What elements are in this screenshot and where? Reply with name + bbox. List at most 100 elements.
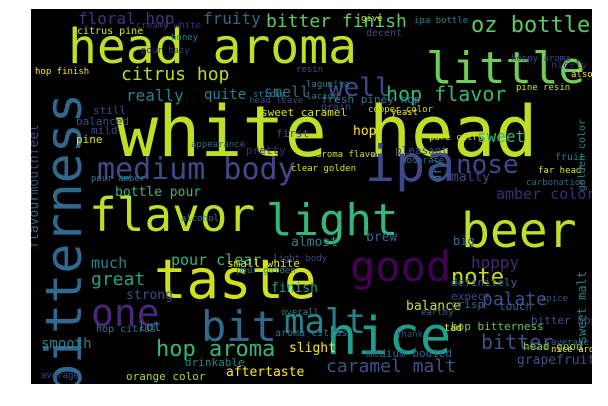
- word: little: [426, 43, 585, 94]
- word: citrus pine: [77, 26, 144, 37]
- word: sweet caramel: [261, 106, 348, 119]
- word: nicely: [551, 60, 588, 71]
- word: head leave: [249, 96, 304, 106]
- word: pine: [76, 133, 103, 146]
- word: floral hop: [78, 9, 175, 28]
- word: pour golden: [236, 266, 296, 276]
- word: malt: [284, 302, 366, 342]
- word: tad: [444, 323, 463, 334]
- word: lacing: [306, 92, 339, 102]
- word: average bitter: [551, 338, 592, 348]
- word: pour hazy: [141, 46, 190, 56]
- word: flavor: [89, 188, 256, 242]
- word: hoppy: [471, 253, 520, 272]
- word: still: [93, 104, 127, 117]
- word: lagunita: [306, 80, 350, 90]
- word: pour amber: [91, 174, 146, 184]
- word: orange color: [126, 370, 206, 383]
- word: oz bottle: [471, 13, 591, 38]
- word: pleasant: [395, 144, 448, 157]
- word: grain: [321, 102, 352, 113]
- word: brew: [366, 230, 398, 245]
- word: creamy white: [136, 21, 202, 31]
- word: good: [350, 242, 452, 291]
- word: almost: [291, 235, 338, 250]
- word: overall: [281, 308, 319, 318]
- word: sticky: [253, 90, 286, 100]
- word: white head: [116, 91, 538, 173]
- word: slight: [289, 341, 336, 356]
- word: pure citrus: [429, 133, 489, 143]
- word: well: [328, 73, 391, 103]
- word: clear golden: [291, 164, 357, 174]
- word: resin: [296, 65, 324, 75]
- word: smooth: [41, 336, 92, 352]
- word: palate: [482, 289, 548, 310]
- word: bitter hop: [531, 314, 592, 327]
- word: fruit: [555, 152, 586, 163]
- word: aroma flavor: [316, 150, 382, 160]
- word: fruity: [203, 9, 261, 28]
- word: one: [91, 291, 160, 335]
- word: light: [266, 195, 399, 246]
- word: hop finish: [35, 67, 90, 77]
- word: strong: [126, 288, 173, 303]
- word: taste: [154, 248, 317, 311]
- word: bitter: [481, 330, 554, 354]
- word: head aroma: [68, 19, 357, 75]
- word: moderate: [401, 156, 445, 166]
- word: quite: [204, 87, 247, 103]
- word: hop bitterness: [451, 320, 544, 333]
- word: ipa bottle: [414, 16, 469, 26]
- word: earthy: [421, 308, 454, 318]
- word: expect: [451, 290, 491, 303]
- word: pour clear: [171, 251, 262, 269]
- word: aroma citrus: [275, 328, 348, 339]
- word: alcohol: [181, 214, 219, 224]
- word: beer: [461, 203, 577, 259]
- word: fresh piney hop: [321, 93, 421, 106]
- word: medium body: [97, 152, 296, 187]
- word: spice: [541, 294, 569, 304]
- word: carbonation: [526, 178, 586, 188]
- word: mild: [91, 124, 118, 137]
- word: far head: [538, 166, 582, 176]
- word: really: [126, 86, 184, 105]
- word: caramel malt: [326, 356, 457, 377]
- word: nice aroma: [551, 345, 592, 355]
- word: yeast: [391, 108, 419, 118]
- word: first: [276, 127, 310, 140]
- word: drinkable: [185, 356, 245, 369]
- word: light body: [273, 254, 328, 264]
- word: hop aroma: [156, 337, 276, 362]
- word: lot: [138, 320, 162, 335]
- word: touch: [499, 300, 533, 313]
- word: grapefruit: [517, 353, 592, 368]
- word: note: [451, 265, 504, 290]
- word: hop flavor: [386, 82, 507, 106]
- word: bitter finish: [266, 11, 407, 32]
- word: sweet malt: [575, 271, 589, 344]
- word: also: [571, 70, 592, 80]
- word: malty: [451, 170, 491, 185]
- word: appearance: [191, 140, 246, 150]
- word: bit: [201, 302, 277, 351]
- word: bottle pour: [115, 185, 202, 200]
- word: mouthfeel: [31, 124, 42, 195]
- word: small white: [227, 257, 300, 270]
- word: nice: [326, 307, 452, 367]
- word: big: [453, 234, 475, 248]
- word: ipa: [365, 135, 456, 193]
- word: medium bodied: [366, 347, 453, 360]
- word: hop: [353, 124, 377, 139]
- word: definitely: [451, 276, 518, 289]
- word: amber color: [496, 185, 592, 203]
- word: hoppy aroma: [511, 54, 571, 64]
- word: thank: [396, 330, 424, 340]
- word: flavour: [31, 194, 42, 249]
- word: sweet: [477, 127, 526, 146]
- word-cloud: bitterness white head head aroma little …: [31, 9, 592, 384]
- word: citrus hop: [121, 64, 230, 85]
- word: crisp: [451, 298, 485, 311]
- word: great: [91, 269, 146, 290]
